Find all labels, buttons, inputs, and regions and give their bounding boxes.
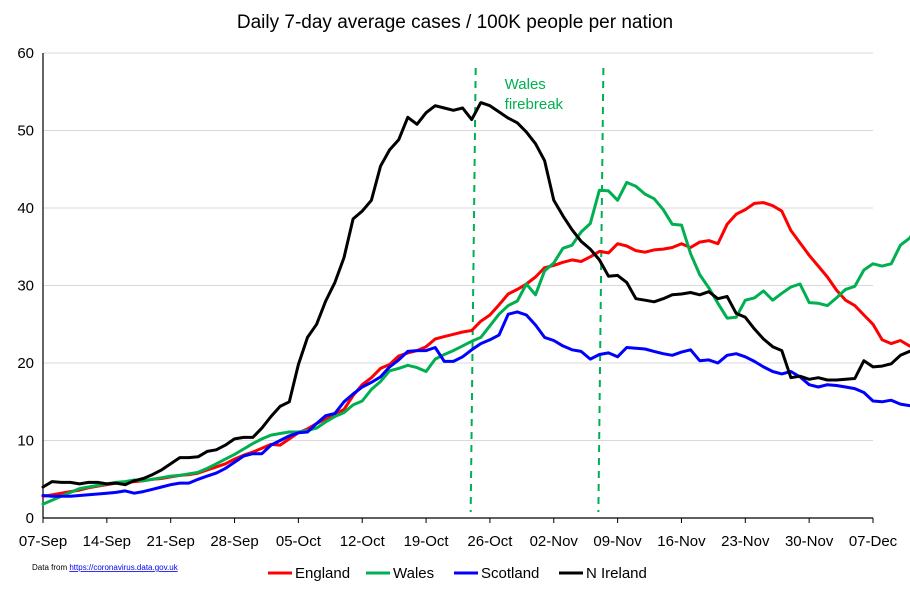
y-tick-label: 10 xyxy=(17,433,34,450)
series-line-wales xyxy=(41,180,910,506)
y-tick-label: 40 xyxy=(17,200,34,217)
x-tick-label: 21-Sep xyxy=(147,533,195,550)
x-tick-label: 28-Sep xyxy=(210,533,258,550)
gridlines xyxy=(43,52,873,441)
legend-label-wales: Wales xyxy=(393,565,434,582)
chart-title: Daily 7-day average cases / 100K people … xyxy=(237,12,673,33)
x-tick-label: 05-Oct xyxy=(276,533,322,550)
x-axis-ticks: 07-Sep 14-Sep 21-Sep 28-Sep 05-Oct 12-Oct 19-O… xyxy=(19,518,898,550)
x-tick-label: 09-Nov xyxy=(593,533,642,550)
x-tick-label: 12-Oct xyxy=(340,533,386,550)
legend: England Wales Scotland N Ireland xyxy=(268,565,647,582)
y-tick-label: 60 xyxy=(17,45,34,62)
annotation-text: Wales xyxy=(505,76,546,93)
firebreak-end-line xyxy=(597,67,605,513)
source-link[interactable]: https://coronavirus.data.gov.uk xyxy=(69,563,178,572)
y-tick-label: 0 xyxy=(26,510,34,527)
annotation-text: firebreak xyxy=(505,96,564,113)
firebreak-annotation: Wales firebreak xyxy=(505,76,564,113)
x-tick-label: 23-Nov xyxy=(721,533,770,550)
firebreak-markers xyxy=(469,67,605,513)
x-tick-label: 07-Dec xyxy=(849,533,898,550)
source-label: Data from xyxy=(32,563,69,572)
x-tick-label: 14-Sep xyxy=(83,533,131,550)
x-tick-label: 30-Nov xyxy=(785,533,834,550)
legend-label-england: England xyxy=(295,565,350,582)
x-tick-label: 19-Oct xyxy=(404,533,450,550)
x-tick-label: 16-Nov xyxy=(657,533,706,550)
y-tick-label: 30 xyxy=(17,278,34,295)
firebreak-start-line xyxy=(469,67,477,513)
legend-label-scotland: Scotland xyxy=(481,565,539,582)
axes xyxy=(42,53,873,519)
data-source-note: Data from https://coronavirus.data.gov.u… xyxy=(32,563,179,572)
legend-label-n-ireland: N Ireland xyxy=(586,565,647,582)
x-tick-label: 26-Oct xyxy=(467,533,513,550)
y-tick-label: 50 xyxy=(17,123,34,140)
series-lines xyxy=(41,101,910,506)
x-tick-label: 02-Nov xyxy=(530,533,579,550)
y-axis-ticks: 0 10 20 30 40 50 60 xyxy=(17,45,34,527)
x-tick-label: 07-Sep xyxy=(19,533,67,550)
series-line-n-ireland xyxy=(41,101,910,489)
y-tick-label: 20 xyxy=(17,355,34,372)
svg-text:Data from https://coronavirus.: Data from https://coronavirus.data.gov.u… xyxy=(32,563,179,572)
